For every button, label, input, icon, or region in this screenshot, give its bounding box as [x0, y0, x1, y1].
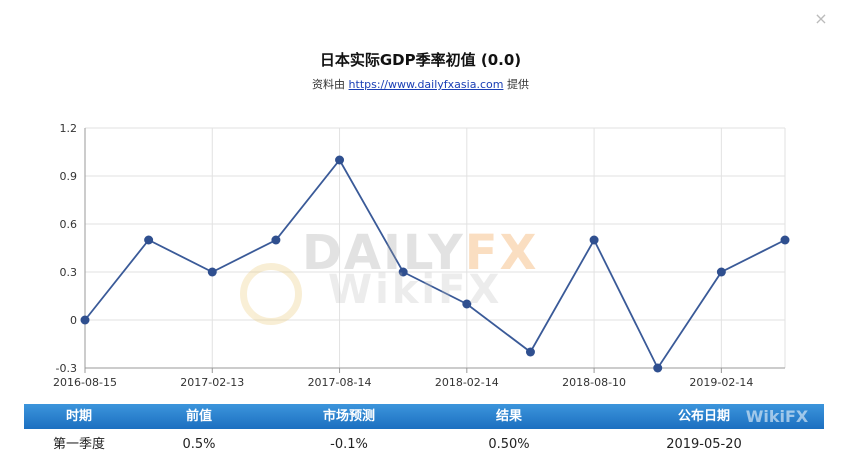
- y-tick-label: 0.3: [60, 266, 78, 279]
- header-forecast: 市场预测: [322, 409, 375, 424]
- data-point: [80, 315, 90, 325]
- source-line: 资料由 https://www.dailyfxasia.com 提供: [0, 76, 841, 92]
- data-point: [716, 267, 726, 277]
- series-line: [84, 158, 786, 370]
- y-tick-label: 0: [70, 314, 77, 327]
- y-tick-label: 0.6: [60, 218, 78, 231]
- data-point: [653, 363, 663, 373]
- data-point: [525, 347, 535, 357]
- x-tick-label: 2017-02-13: [180, 376, 244, 389]
- y-tick-label: -0.3: [56, 362, 77, 375]
- table-row: 第一季度 0.5% -0.1% 0.50% 2019-05-20: [24, 432, 824, 457]
- cell-release-date: 2019-05-20: [666, 437, 742, 452]
- x-tick-label: 2016-08-15: [53, 376, 117, 389]
- page-title: 日本实际GDP季率初值 (0.0): [319, 51, 522, 69]
- data-point: [144, 235, 154, 245]
- header-result: 结果: [495, 409, 522, 424]
- y-tick-label: 1.2: [60, 122, 78, 135]
- cell-forecast: -0.1%: [330, 437, 368, 452]
- data-point: [398, 267, 408, 277]
- data-point: [589, 235, 599, 245]
- cell-period: 第一季度: [52, 437, 105, 452]
- cell-previous: 0.5%: [182, 437, 216, 452]
- header-previous: 前值: [185, 409, 212, 424]
- x-tick-label: 2018-08-10: [562, 376, 626, 389]
- source-link[interactable]: https://www.dailyfxasia.com: [348, 78, 504, 91]
- cell-result: 0.50%: [488, 437, 530, 452]
- data-point: [462, 299, 472, 309]
- x-tick-label: 2019-02-14: [689, 376, 753, 389]
- header-release-date: 公布日期: [677, 409, 730, 424]
- x-tick-label: 2018-02-14: [435, 376, 499, 389]
- header-period: 时期: [65, 409, 92, 424]
- data-point: [207, 267, 217, 277]
- data-point: [780, 235, 790, 245]
- source-prefix: 资料由: [312, 78, 346, 91]
- y-tick-label: 0.9: [60, 170, 78, 183]
- data-point: [335, 155, 345, 165]
- close-icon[interactable]: ×: [814, 9, 828, 28]
- x-tick-label: 2017-08-14: [308, 376, 372, 389]
- table-wikifx-watermark: WikiFX: [745, 407, 809, 426]
- source-suffix: 提供: [506, 78, 529, 91]
- data-point: [271, 235, 281, 245]
- table-header: 时期 前值 市场预测 结果 公布日期: [24, 404, 824, 429]
